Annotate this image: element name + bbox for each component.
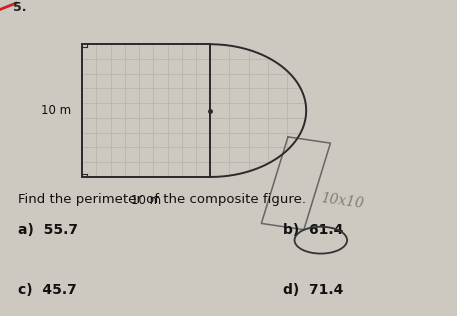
Text: 5.: 5. [13, 1, 27, 15]
Text: 10 m: 10 m [131, 194, 161, 207]
Text: 10x10: 10x10 [320, 191, 365, 211]
Text: b)  61.4: b) 61.4 [283, 223, 344, 237]
Text: a)  55.7: a) 55.7 [18, 223, 78, 237]
Text: 10 m: 10 m [41, 104, 71, 117]
Text: Find the perimeter of the composite figure.: Find the perimeter of the composite figu… [18, 193, 306, 206]
Text: c)  45.7: c) 45.7 [18, 283, 77, 297]
Text: d)  71.4: d) 71.4 [283, 283, 344, 297]
